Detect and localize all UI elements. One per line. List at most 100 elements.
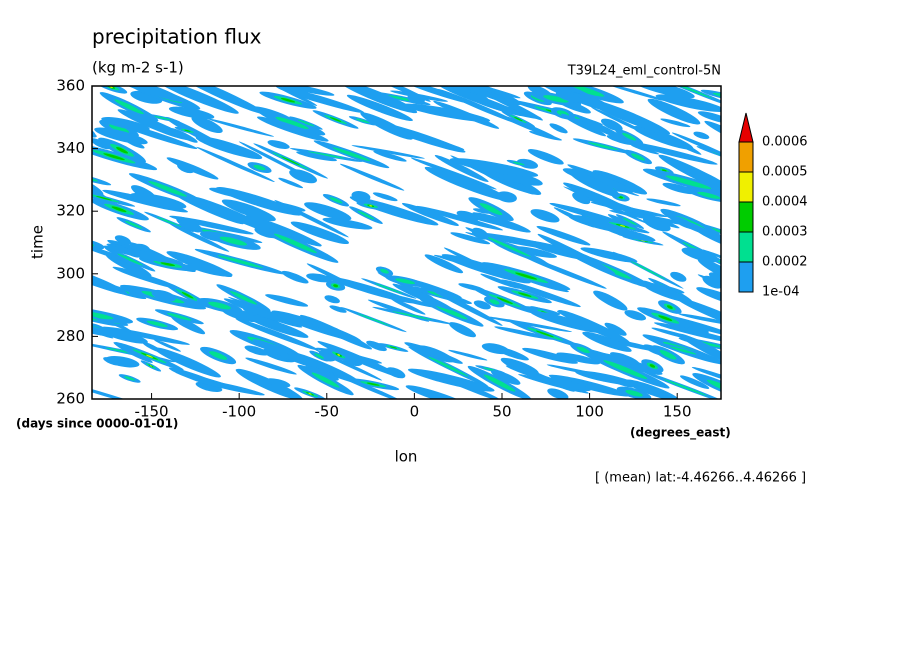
contour-fill (112, 266, 181, 290)
contour-fill (496, 297, 513, 304)
contour-fill (558, 309, 631, 344)
contour-fill (535, 330, 554, 338)
contour-fill (487, 237, 531, 257)
contour-fill (65, 174, 92, 191)
colorbar-label: 0.0006 (762, 135, 808, 150)
contour-fill (561, 113, 607, 137)
contour-fill (103, 153, 125, 161)
contour-fill (606, 135, 635, 145)
colorbar-label: 0.0002 (762, 255, 808, 270)
contour-fill (700, 89, 721, 103)
contour-fill (624, 310, 647, 321)
colorbar-box (738, 141, 754, 173)
colorbar-box (738, 201, 754, 233)
contour-fill (369, 205, 373, 207)
contour-fill (306, 263, 354, 287)
contour-fill (278, 177, 304, 189)
contour-fill (547, 388, 569, 399)
contour-fill (480, 273, 520, 289)
contour-fill (400, 86, 471, 104)
contour-fill (257, 116, 329, 142)
contour-fill (332, 147, 371, 162)
contour-fill (169, 223, 230, 252)
contour-fill (582, 331, 632, 352)
x-units: (degrees_east) (630, 426, 731, 441)
contour-fill (146, 320, 168, 328)
contour-fill (556, 352, 601, 365)
contour-fill (99, 327, 148, 344)
contour-fill (407, 93, 425, 105)
contour-fill (604, 322, 627, 336)
contour-fill (679, 375, 710, 389)
contour-fill (642, 216, 671, 232)
contour-fill (117, 253, 143, 266)
contour-fill (474, 232, 562, 251)
contour-fill (687, 325, 709, 336)
contour-fill (473, 300, 491, 310)
contour-fill (142, 341, 163, 353)
contour-fill (289, 169, 317, 184)
contour-fill (105, 356, 140, 368)
contour-fill (160, 262, 175, 267)
contour-fill (649, 364, 656, 368)
contour-fill (622, 132, 637, 141)
contour-fill (275, 116, 309, 130)
contour-fill (125, 220, 143, 229)
contour-fill (337, 86, 418, 114)
contour-fill (473, 208, 491, 214)
contour-fill (678, 333, 721, 369)
contour-fill (92, 383, 141, 399)
contour-fill (662, 182, 696, 195)
contour-fill (245, 357, 297, 375)
contour-fill (546, 364, 607, 378)
dataset-label: T39L24_eml_control-5N (567, 64, 721, 79)
contour-fill (351, 191, 371, 202)
contour-fill (438, 86, 524, 117)
contour-fill (415, 205, 503, 231)
contour-fill (246, 315, 309, 338)
contour-fill (449, 158, 539, 177)
contour-fill (450, 232, 491, 245)
contour-fill (307, 151, 345, 159)
contour-fill (471, 227, 489, 240)
colorbar-box (738, 231, 754, 263)
contour-fill (553, 207, 595, 228)
contour-fill (300, 314, 373, 350)
contour-fill (404, 342, 463, 364)
contour-fill (219, 236, 248, 246)
contour-fill (691, 366, 721, 385)
contour-fill (449, 322, 476, 338)
contour-fill (69, 182, 87, 192)
contour-fill (154, 86, 239, 114)
contour-fill (655, 94, 721, 112)
x-tick-label: 100 (575, 403, 604, 421)
contour-fill (666, 305, 673, 309)
contour-fill (697, 111, 721, 124)
contour-fill (181, 292, 194, 299)
contour-fill (663, 379, 708, 396)
contour-fill (92, 138, 111, 150)
contour-fill (515, 272, 538, 280)
contour-fill (593, 290, 628, 311)
contour-fill (603, 86, 665, 101)
contour-fill (275, 86, 318, 106)
contour-fill (630, 261, 666, 280)
y-tick-label: 340 (56, 139, 85, 157)
contour-fill (500, 279, 581, 308)
contour-fill (678, 313, 721, 326)
contour-fill (572, 192, 591, 205)
contour-fill (308, 393, 312, 395)
contour-fill (424, 254, 464, 274)
contour-fill (355, 118, 370, 124)
contour-fill (456, 210, 480, 222)
contour-fill (281, 156, 300, 166)
contour-fill (529, 130, 563, 141)
contour-fill (514, 117, 523, 122)
contour-fill (658, 154, 721, 198)
contour-fill (658, 315, 673, 321)
contour-fill (366, 382, 380, 386)
contour-fill (622, 217, 637, 226)
contour-fill (360, 112, 413, 140)
contour-fill (92, 304, 118, 327)
